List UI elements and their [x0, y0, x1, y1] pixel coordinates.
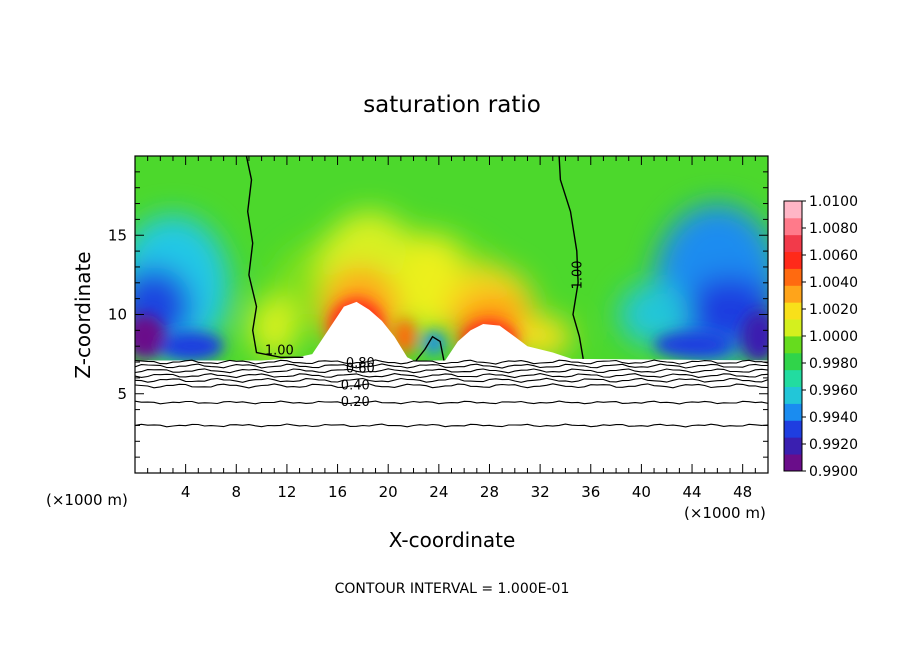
colorbar-label: 1.0000	[809, 329, 858, 345]
contour-line	[135, 400, 768, 405]
x-tick-label: 44	[682, 483, 701, 501]
colorbar-swatch	[784, 352, 802, 371]
colorbar-swatch	[784, 386, 802, 404]
x-tick-label: 40	[632, 483, 651, 501]
colorbar-swatch	[784, 302, 802, 320]
colorbar-swatch	[784, 285, 802, 303]
colorbar-label: 0.9940	[809, 410, 858, 426]
x-tick-label: 32	[531, 483, 550, 501]
x-tick-label: 24	[429, 483, 448, 501]
colorbar-swatch	[784, 319, 802, 337]
y-tick-label: 5	[117, 385, 127, 403]
field-patch	[248, 295, 300, 359]
colorbar-swatch	[784, 268, 802, 286]
colorbar-label: 1.0100	[809, 194, 858, 210]
y-axis-title: Z-coordinate	[71, 251, 95, 378]
contour-labels: 1.00 1.00 0.800.600.40 0.20	[265, 260, 586, 410]
y-tick-label: 10	[108, 306, 127, 324]
colorbar-swatch	[784, 403, 802, 421]
colorbar-label: 1.0020	[809, 302, 858, 318]
contour-label: 1.00	[571, 260, 586, 289]
x-unit-label-right: (×1000 m)	[684, 504, 766, 522]
colorbar-label: 1.0080	[809, 221, 858, 237]
contour-line	[135, 368, 768, 374]
white-region-terrain	[135, 301, 768, 473]
y-tick-label: 15	[108, 226, 127, 244]
colorbar-swatch	[784, 437, 802, 455]
contour-label: 0.20	[341, 395, 370, 410]
colorbar-swatch	[784, 251, 802, 269]
terrain-mask	[135, 301, 768, 473]
contour-label: 0.80	[346, 356, 375, 371]
field-patch	[135, 314, 166, 359]
contour-line	[135, 377, 768, 383]
contour-interval-note: CONTOUR INTERVAL = 1.000E-01	[335, 581, 570, 597]
colorbar-swatch	[784, 420, 802, 438]
contour-label: 0.40	[341, 378, 370, 393]
x-tick-label: 20	[379, 483, 398, 501]
colorbar-label: 0.9980	[809, 356, 858, 372]
colorbar-swatch	[784, 336, 802, 354]
colorbar-swatch	[784, 201, 802, 219]
contour-lines	[135, 156, 768, 428]
field-patch	[160, 331, 224, 361]
colorbar: 1.0100 1.0080 1.0060 1.0040 1.0020 1.0000 0.99…	[783, 194, 858, 480]
contour-line	[135, 423, 768, 428]
field-patch	[618, 282, 690, 347]
contour-line-1.00	[415, 335, 445, 361]
colorbar-swatch	[784, 217, 802, 236]
x-tick-label: 8	[232, 483, 242, 501]
contour-line	[135, 359, 768, 365]
x-tick-label: 12	[277, 483, 296, 501]
colorbar-swatch	[784, 369, 802, 388]
field-patch	[741, 311, 768, 363]
field-patch	[654, 331, 731, 358]
contour-line-1.00	[558, 156, 584, 360]
colorbar-label: 0.9960	[809, 383, 858, 399]
colorbar-swatch	[784, 234, 802, 253]
contour-line-1.00	[245, 156, 304, 358]
x-axis-title: X-coordinate	[389, 528, 516, 552]
colorbar-label: 1.0040	[809, 275, 858, 291]
contour-line	[135, 363, 768, 369]
saturation-field	[135, 156, 768, 473]
x-tick-label: 16	[328, 483, 347, 501]
contour-label: 1.00	[265, 343, 294, 358]
contour-line	[135, 373, 768, 379]
contour-line	[135, 383, 768, 389]
colorbar-label: 1.0060	[809, 248, 858, 264]
plot-area	[135, 156, 768, 473]
colorbar-swatch	[784, 454, 802, 472]
x-tick-label: 48	[733, 483, 752, 501]
x-ticks: 4 8 12 16 20 24 28 32 36 40 44 48	[147, 156, 756, 501]
x-tick-label: 28	[480, 483, 499, 501]
x-unit-label-left: (×1000 m)	[46, 491, 128, 509]
x-tick-label: 36	[581, 483, 600, 501]
contour-label: 0.60	[346, 362, 375, 377]
colorbar-label: 0.9900	[809, 464, 858, 480]
field-patch	[422, 331, 446, 355]
chart-title: saturation ratio	[363, 92, 541, 118]
y-ticks: 5 10 15	[108, 171, 768, 458]
x-tick-label: 4	[181, 483, 191, 501]
colorbar-label: 0.9920	[809, 437, 858, 453]
